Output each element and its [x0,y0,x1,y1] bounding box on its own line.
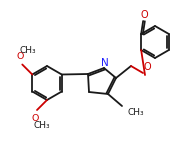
Text: O: O [140,10,148,20]
Text: N: N [101,58,109,68]
Text: O: O [31,113,39,122]
Text: CH₃: CH₃ [20,46,37,55]
Text: O: O [17,52,24,61]
Text: CH₃: CH₃ [128,107,144,116]
Text: O: O [143,62,151,72]
Text: CH₃: CH₃ [34,122,50,130]
